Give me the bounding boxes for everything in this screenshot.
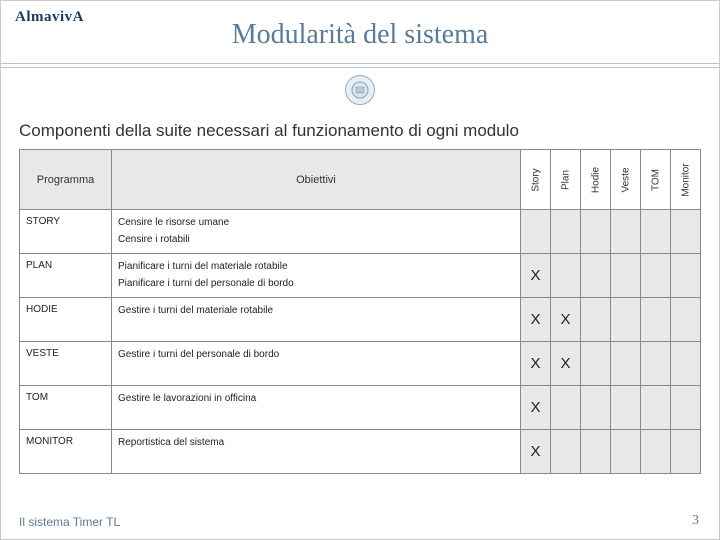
objectives-cell: Reportistica del sistema xyxy=(112,430,521,474)
mark-cell xyxy=(671,430,701,474)
module-table: Programma Obiettivi Story Plan Hodie Ves… xyxy=(19,149,701,474)
mark-cell xyxy=(581,254,611,298)
mark-cell xyxy=(551,386,581,430)
header-col-monitor: Monitor xyxy=(671,150,701,210)
objective-line: Censire i rotabili xyxy=(118,231,514,248)
mark-cell xyxy=(581,298,611,342)
objectives-cell: Censire le risorse umaneCensire i rotabi… xyxy=(112,210,521,254)
page-title: Modularità del sistema xyxy=(1,19,719,51)
header-col-story: Story xyxy=(521,150,551,210)
table-row: HODIE Gestire i turni del materiale rotab… xyxy=(20,298,701,342)
header-programma: Programma xyxy=(20,150,112,210)
footer-left: Il sistema Timer TL xyxy=(19,515,120,529)
emblem-icon xyxy=(345,75,375,105)
mark-cell xyxy=(581,342,611,386)
mark-cell xyxy=(671,210,701,254)
table-row: MONITOR Reportistica del sistema X xyxy=(20,430,701,474)
footer-right: 3 xyxy=(692,513,699,529)
objective-line: Pianificare i turni del personale di bor… xyxy=(118,275,514,292)
mark-cell xyxy=(611,342,641,386)
mark-cell: X xyxy=(551,298,581,342)
mark-cell xyxy=(611,254,641,298)
objectives-cell: Gestire le lavorazioni in officina xyxy=(112,386,521,430)
table-row: VESTE Gestire i turni del personale di bo… xyxy=(20,342,701,386)
header-obiettivi: Obiettivi xyxy=(112,150,521,210)
header-col-tom: TOM xyxy=(641,150,671,210)
mark-cell xyxy=(581,210,611,254)
program-cell: PLAN xyxy=(20,254,112,298)
mark-cell xyxy=(671,254,701,298)
program-cell: STORY xyxy=(20,210,112,254)
objectives-cell: Pianificare i turni del materiale rotabi… xyxy=(112,254,521,298)
objective-line: Gestire le lavorazioni in officina xyxy=(118,390,514,407)
mark-cell xyxy=(641,298,671,342)
mark-cell xyxy=(551,254,581,298)
program-cell: HODIE xyxy=(20,298,112,342)
program-cell: VESTE xyxy=(20,342,112,386)
mark-cell xyxy=(581,430,611,474)
mark-cell xyxy=(611,298,641,342)
mark-cell: X xyxy=(521,254,551,298)
mark-cell: X xyxy=(521,298,551,342)
program-cell: MONITOR xyxy=(20,430,112,474)
mark-cell xyxy=(671,298,701,342)
mark-cell: X xyxy=(551,342,581,386)
objective-line: Pianificare i turni del materiale rotabi… xyxy=(118,258,514,275)
objective-line: Gestire i turni del materiale rotabile xyxy=(118,302,514,319)
mark-cell xyxy=(581,386,611,430)
objectives-cell: Gestire i turni del materiale rotabile xyxy=(112,298,521,342)
objective-line: Censire le risorse umane xyxy=(118,214,514,231)
mark-cell: X xyxy=(521,342,551,386)
mark-cell xyxy=(671,342,701,386)
mark-cell xyxy=(641,254,671,298)
table-row: TOM Gestire le lavorazioni in officina X xyxy=(20,386,701,430)
mark-cell xyxy=(611,210,641,254)
mark-cell xyxy=(611,430,641,474)
mark-cell xyxy=(641,342,671,386)
header-col-hodie: Hodie xyxy=(581,150,611,210)
program-cell: TOM xyxy=(20,386,112,430)
divider xyxy=(1,67,719,68)
objective-line: Gestire i turni del personale di bordo xyxy=(118,346,514,363)
mark-cell xyxy=(521,210,551,254)
mark-cell xyxy=(641,430,671,474)
divider xyxy=(1,63,719,64)
mark-cell: X xyxy=(521,386,551,430)
header-col-veste: Veste xyxy=(611,150,641,210)
objectives-cell: Gestire i turni del personale di bordo xyxy=(112,342,521,386)
objective-line: Reportistica del sistema xyxy=(118,434,514,451)
table-row: STORYCensire le risorse umaneCensire i r… xyxy=(20,210,701,254)
subtitle: Componenti della suite necessari al funz… xyxy=(19,121,701,141)
mark-cell xyxy=(551,430,581,474)
mark-cell xyxy=(611,386,641,430)
header-col-plan: Plan xyxy=(551,150,581,210)
table-header-row: Programma Obiettivi Story Plan Hodie Ves… xyxy=(20,150,701,210)
mark-cell xyxy=(641,386,671,430)
mark-cell xyxy=(641,210,671,254)
mark-cell xyxy=(671,386,701,430)
mark-cell xyxy=(551,210,581,254)
table-row: PLAN Pianificare i turni del materiale ro… xyxy=(20,254,701,298)
mark-cell: X xyxy=(521,430,551,474)
slide: AlmavivA Modularità del sistema Componen… xyxy=(0,0,720,540)
